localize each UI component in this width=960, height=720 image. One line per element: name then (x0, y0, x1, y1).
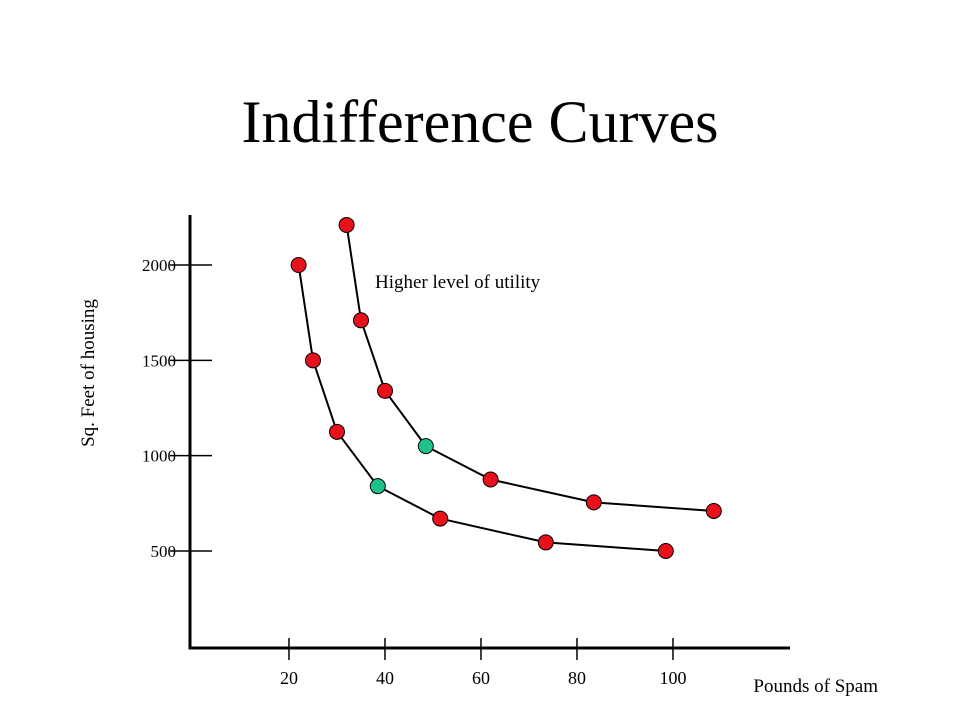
data-point (369, 478, 386, 495)
data-point (329, 423, 345, 440)
indifference-curve-2 (345, 224, 714, 512)
data-point (482, 471, 499, 488)
x-tick-label: 40 (376, 668, 394, 688)
data-point (705, 502, 722, 519)
y-tick-label: 2000 (142, 256, 176, 275)
y-tick-label: 500 (151, 542, 177, 561)
data-point (585, 494, 602, 511)
data-point (537, 534, 554, 551)
data-point (353, 312, 369, 329)
x-tick-label: 20 (280, 668, 298, 688)
data-point (290, 257, 307, 273)
data-point (338, 216, 355, 233)
x-axis-label: Pounds of Spam (753, 676, 878, 697)
x-tick-label: 100 (660, 668, 687, 688)
indifference-curve-1 (297, 264, 666, 552)
data-point (417, 438, 434, 455)
x-tick-label: 80 (568, 668, 586, 688)
x-tick-label: 60 (472, 668, 490, 688)
data-point (432, 510, 449, 527)
data-point (305, 352, 321, 369)
y-tick-label: 1000 (142, 447, 176, 466)
data-point (657, 543, 674, 559)
utility-annotation: Higher level of utility (375, 272, 541, 293)
y-tick-label: 1500 (142, 351, 176, 370)
page-title: Indifference Curves (241, 89, 719, 155)
y-axis-label: Sq. Feet of housing (78, 299, 99, 447)
data-point (377, 382, 393, 399)
